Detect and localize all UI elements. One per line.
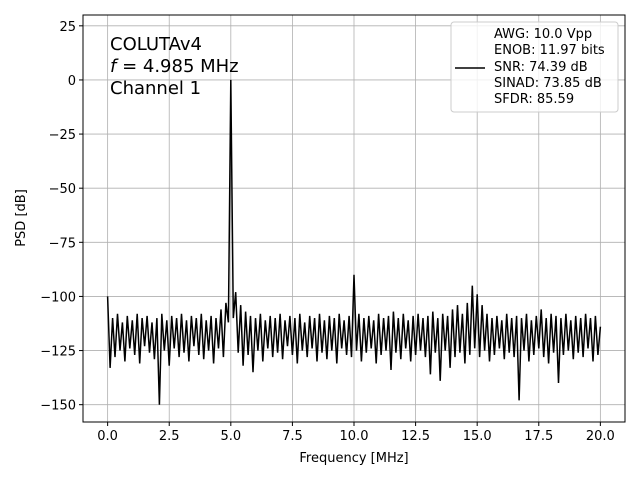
y-tick-label: −75: [49, 236, 76, 251]
x-tick-label: 0.0: [97, 429, 118, 444]
x-tick-label: 12.5: [401, 429, 430, 444]
annotation-channel: Channel 1: [110, 78, 201, 99]
legend: AWG: 10.0 Vpp ENOB: 11.97 bits SNR: 74.3…: [450, 21, 619, 113]
x-tick-label: 7.5: [282, 429, 303, 444]
y-tick-label: −25: [49, 128, 76, 143]
annotation-frequency-value: = 4.985 MHz: [116, 56, 238, 77]
y-axis-label: PSD [dB]: [14, 189, 29, 247]
annotation-device: COLUTAv4: [110, 34, 202, 55]
legend-entry-sinad: SINAD: 73.85 dB: [494, 76, 602, 91]
psd-series-line: [106, 79, 602, 405]
legend-box: [450, 21, 619, 113]
legend-entry-awg: AWG: 10.0 Vpp: [494, 27, 592, 42]
plot-frame: [82, 14, 626, 423]
legend-entry-snr: SNR: 74.39 dB: [494, 60, 588, 75]
annotation-frequency: f = 4.985 MHz: [110, 56, 239, 77]
y-tick-label: 0: [68, 74, 76, 89]
x-tick-label: 15.0: [463, 429, 492, 444]
annotation-frequency-var: f: [110, 56, 119, 77]
x-tick-label: 10.0: [340, 429, 369, 444]
x-tick-label: 20.0: [586, 429, 615, 444]
x-tick-label: 2.5: [159, 429, 180, 444]
ticks: 0.0 2.5 5.0 7.5 10.0 12.5 15.0 17.5 20.0 25 0 −25 −5…: [40, 20, 615, 444]
x-tick-label: 17.5: [524, 429, 553, 444]
y-tick-label: −125: [40, 345, 76, 360]
legend-entry-enob: ENOB: 11.97 bits: [494, 43, 605, 58]
y-tick-label: −50: [49, 182, 76, 197]
x-tick-label: 5.0: [220, 429, 241, 444]
y-tick-label: −150: [40, 399, 76, 414]
grid: [83, 15, 625, 422]
y-tick-label: −100: [40, 290, 76, 305]
x-axis-label: Frequency [MHz]: [299, 451, 408, 466]
legend-entry-sfdr: SFDR: 85.59: [494, 92, 574, 107]
y-tick-label: 25: [59, 20, 76, 35]
